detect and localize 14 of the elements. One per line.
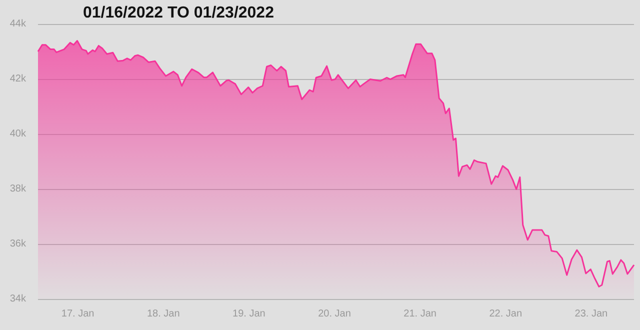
y-tick-label: 38k bbox=[10, 184, 27, 194]
x-tick-label: 18. Jan bbox=[146, 308, 180, 320]
x-tick-label: 17. Jan bbox=[61, 308, 94, 320]
x-tick-label: 21. Jan bbox=[404, 308, 436, 320]
y-tick-label: 44k bbox=[10, 18, 27, 30]
x-tick-label: 23. Jan bbox=[574, 308, 608, 320]
y-tick-label: 34k bbox=[10, 294, 27, 304]
x-tick-label: 19. Jan bbox=[232, 308, 266, 320]
x-tick-label: 20. Jan bbox=[318, 308, 351, 320]
chart-title: 01/16/2022 TO 01/23/2022 bbox=[83, 4, 274, 22]
y-tick-label: 40k bbox=[10, 128, 27, 140]
y-tick-label: 42k bbox=[10, 74, 27, 84]
x-tick-label: 22. Jan bbox=[489, 308, 522, 320]
y-tick-label: 36k bbox=[10, 238, 27, 250]
